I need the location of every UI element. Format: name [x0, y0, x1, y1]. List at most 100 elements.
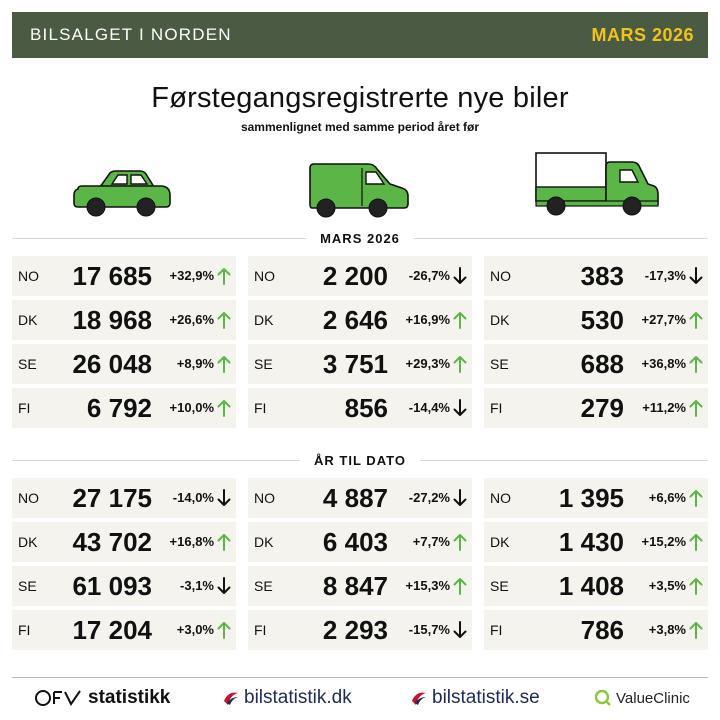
- table-row: DK 1 430 +15,2%: [484, 522, 708, 562]
- table-row: FI 2 293 -15,7%: [248, 610, 472, 650]
- registration-count: 61 093: [72, 571, 152, 601]
- table-row: NO 17 685 +32,9%: [12, 256, 236, 296]
- change-percent: +16,8%: [169, 534, 214, 549]
- footer-divider: [12, 677, 708, 678]
- arrow-up-icon: [689, 621, 703, 639]
- header-title: BILSALGET I NORDEN: [30, 25, 232, 44]
- registration-count: 856: [344, 393, 388, 423]
- country-code: SE: [254, 578, 273, 594]
- change-percent: +27,7%: [641, 312, 686, 327]
- country-code: NO: [490, 268, 511, 284]
- section-label-text: MARS 2026: [306, 231, 414, 246]
- table-row: NO 27 175 -14,0%: [12, 478, 236, 518]
- table-row: FI 279 +11,2%: [484, 388, 708, 428]
- country-code: NO: [254, 268, 275, 284]
- section-label: ÅR TIL DATO: [0, 453, 720, 468]
- registration-count: 18 968: [72, 305, 152, 335]
- header-date: MARS 2026: [591, 24, 694, 45]
- registration-count: 1 430: [558, 527, 624, 557]
- arrow-up-icon: [217, 399, 231, 417]
- arrow-up-icon: [453, 577, 467, 595]
- country-code: FI: [254, 622, 267, 638]
- registration-count: 17 204: [72, 615, 152, 645]
- change-percent: +32,9%: [169, 268, 214, 283]
- registration-count: 2 646: [322, 305, 388, 335]
- country-code: SE: [18, 578, 37, 594]
- footer-bilstatistik-se: bilstatistik.se: [410, 686, 540, 710]
- arrow-up-icon: [689, 489, 703, 507]
- arrow-up-icon: [217, 621, 231, 639]
- car-icon: [73, 170, 171, 217]
- country-code: NO: [18, 268, 39, 284]
- footer-dk-label: bilstatistik.dk: [244, 687, 352, 708]
- change-percent: +3,8%: [648, 622, 686, 637]
- change-percent: +10,0%: [169, 400, 214, 415]
- registration-count: 279: [580, 393, 624, 423]
- arrow-up-icon: [689, 355, 703, 373]
- change-percent: +8,9%: [176, 356, 214, 371]
- change-percent: -14,0%: [172, 490, 214, 505]
- table-row: DK 2 646 +16,9%: [248, 300, 472, 340]
- change-percent: -17,3%: [644, 268, 686, 283]
- change-percent: +7,7%: [412, 534, 450, 549]
- country-code: DK: [18, 534, 38, 550]
- country-code: DK: [490, 534, 510, 550]
- table-row: DK 43 702 +16,8%: [12, 522, 236, 562]
- country-code: DK: [18, 312, 38, 328]
- table-row: SE 3 751 +29,3%: [248, 344, 472, 384]
- change-percent: +3,0%: [176, 622, 214, 637]
- table-row: DK 18 968 +26,6%: [12, 300, 236, 340]
- arrow-down-icon: [453, 399, 467, 417]
- country-code: DK: [254, 534, 274, 550]
- ofv-logo-icon: [35, 690, 81, 706]
- country-code: FI: [254, 400, 267, 416]
- arrow-down-icon: [453, 489, 467, 507]
- table-row: NO 383 -17,3%: [484, 256, 708, 296]
- change-percent: +26,6%: [169, 312, 214, 327]
- country-code: FI: [18, 400, 31, 416]
- table-row: FI 786 +3,8%: [484, 610, 708, 650]
- van-icon: [309, 163, 409, 218]
- table-row: NO 2 200 -26,7%: [248, 256, 472, 296]
- country-code: DK: [254, 312, 274, 328]
- table-row: SE 8 847 +15,3%: [248, 566, 472, 606]
- arrow-down-icon: [453, 621, 467, 639]
- dk-flag-swoosh-icon: [224, 692, 238, 705]
- change-percent: +16,9%: [405, 312, 450, 327]
- change-percent: -27,2%: [408, 490, 450, 505]
- footer-ofv-label: statistikk: [88, 687, 171, 708]
- country-code: FI: [490, 622, 503, 638]
- country-code: NO: [490, 490, 511, 506]
- page-title: Førstegangsregistrerte nye biler: [151, 82, 569, 114]
- change-percent: +36,8%: [641, 356, 686, 371]
- arrow-down-icon: [217, 577, 231, 595]
- footer-bilstatistik-dk: bilstatistik.dk: [222, 686, 352, 710]
- arrow-down-icon: [689, 267, 703, 285]
- footer-se-label: bilstatistik.se: [432, 687, 540, 708]
- arrow-up-icon: [453, 355, 467, 373]
- registration-count: 27 175: [72, 483, 152, 513]
- table-row: NO 4 887 -27,2%: [248, 478, 472, 518]
- arrow-down-icon: [453, 267, 467, 285]
- country-code: NO: [254, 490, 275, 506]
- country-code: DK: [490, 312, 510, 328]
- country-code: FI: [490, 400, 503, 416]
- table-row: SE 688 +36,8%: [484, 344, 708, 384]
- change-percent: -15,7%: [408, 622, 450, 637]
- arrow-up-icon: [689, 311, 703, 329]
- arrow-up-icon: [217, 311, 231, 329]
- arrow-up-icon: [689, 399, 703, 417]
- registration-count: 786: [580, 615, 624, 645]
- change-percent: -3,1%: [180, 578, 214, 593]
- registration-count: 6 403: [322, 527, 388, 557]
- table-row: FI 17 204 +3,0%: [12, 610, 236, 650]
- section-label-text: ÅR TIL DATO: [300, 453, 420, 468]
- table-row: FI 856 -14,4%: [248, 388, 472, 428]
- change-percent: +29,3%: [405, 356, 450, 371]
- registration-count: 2 293: [322, 615, 388, 645]
- se-flag-swoosh-icon: [412, 692, 426, 705]
- arrow-up-icon: [217, 355, 231, 373]
- table-row: NO 1 395 +6,6%: [484, 478, 708, 518]
- registration-count: 1 408: [558, 571, 624, 601]
- header-bar: BILSALGET I NORDEN MARS 2026: [12, 12, 708, 58]
